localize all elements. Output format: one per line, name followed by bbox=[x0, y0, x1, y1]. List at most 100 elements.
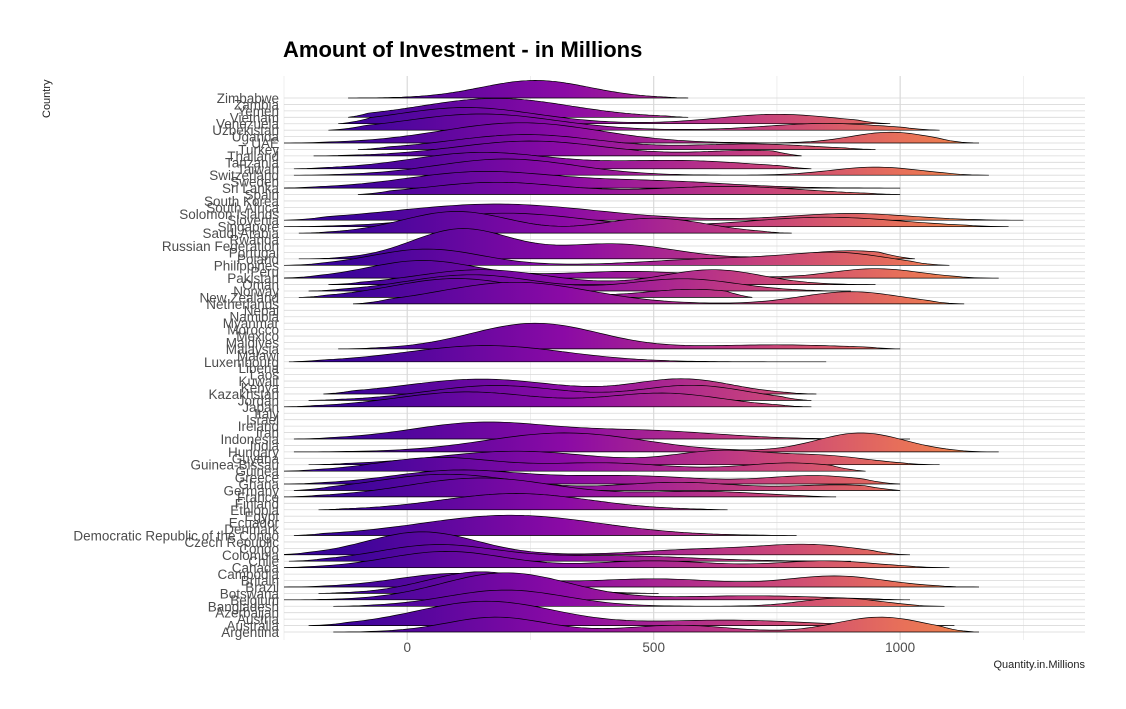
y-tick-label: Greece bbox=[235, 471, 279, 486]
ridge bbox=[293, 514, 797, 536]
y-tick-label: Mexico bbox=[236, 329, 279, 344]
y-tick-label: Guyana bbox=[232, 451, 280, 466]
y-tick-label: Finland bbox=[235, 496, 279, 511]
y-tick-label: Myanmar bbox=[223, 316, 280, 331]
ridge bbox=[284, 551, 950, 569]
y-tick-label: Jordan bbox=[238, 393, 279, 408]
y-tick-label: Democratic Republic of the Congo bbox=[73, 528, 279, 543]
y-tick-label: Switzerland bbox=[209, 168, 279, 183]
y-tick-label: Ethiopia bbox=[230, 503, 279, 518]
y-tick-label: Uganda bbox=[232, 130, 280, 145]
y-tick-label: Malawi bbox=[237, 348, 279, 363]
ridge bbox=[284, 457, 866, 472]
y-tick-label: Zimbabwe bbox=[217, 91, 279, 106]
y-tick-label: Netherlands bbox=[206, 297, 279, 312]
y-tick-label: Iran bbox=[256, 426, 279, 441]
y-tick-label: Venezuela bbox=[216, 117, 280, 132]
y-tick-label: Belgium bbox=[230, 593, 279, 608]
y-tick-label: Britain bbox=[241, 574, 279, 589]
y-tick-label: Germany bbox=[223, 483, 279, 498]
y-tick-label: Hungary bbox=[228, 445, 279, 460]
y-tick-label: Thailand bbox=[227, 149, 279, 164]
ridge bbox=[288, 345, 827, 363]
x-tick-label: 0 bbox=[403, 640, 411, 655]
y-tick-label: Kuwait bbox=[238, 374, 279, 389]
ridge bbox=[348, 80, 689, 99]
y-tick-label: Indonesia bbox=[220, 432, 279, 447]
y-tick-label: Australia bbox=[226, 619, 279, 634]
ridge bbox=[284, 391, 812, 408]
y-tick-label: South Africa bbox=[206, 200, 279, 215]
y-tick-label: Pakistan bbox=[227, 271, 279, 286]
x-axis-title: Quantity.in.Millions bbox=[994, 659, 1086, 671]
y-tick-label: Italy bbox=[254, 406, 279, 421]
y-tick-label: Guinea-Bissau bbox=[190, 458, 279, 473]
y-tick-label: France bbox=[237, 490, 279, 505]
y-tick-label: Congo bbox=[239, 541, 279, 556]
y-tick-label: Taiwan bbox=[237, 162, 279, 177]
y-tick-label: Namibia bbox=[229, 310, 279, 325]
y-tick-label: Chile bbox=[248, 554, 279, 569]
ridge bbox=[352, 281, 965, 305]
y-tick-label: Turkey bbox=[238, 142, 279, 157]
chart-title: Amount of Investment - in Millions bbox=[283, 37, 642, 62]
ridge bbox=[298, 211, 792, 234]
y-tick-label: Yemen bbox=[237, 104, 279, 119]
y-axis-title: Country bbox=[41, 79, 53, 118]
y-tick-label: Liberia bbox=[238, 361, 279, 376]
ridge bbox=[293, 432, 999, 453]
ridges bbox=[284, 80, 1024, 633]
y-tick-label: Laos bbox=[250, 368, 280, 383]
y-tick-label: UAE bbox=[251, 136, 279, 151]
y-tick-label: Zambia bbox=[234, 97, 280, 112]
y-tick-label: Luxembourg bbox=[204, 355, 279, 370]
y-tick-label: Oman bbox=[242, 278, 279, 293]
y-tick-label: Vietnam bbox=[230, 110, 279, 125]
y-tick-label: Poland bbox=[237, 252, 279, 267]
y-tick-label: Azerbaijan bbox=[215, 606, 279, 621]
y-tick-label: South Korea bbox=[204, 194, 280, 209]
y-tick-label: Russian Federation bbox=[162, 239, 279, 254]
y-tick-label: Saudi Arabia bbox=[202, 226, 279, 241]
y-tick-label: Egypt bbox=[244, 509, 279, 524]
y-tick-label: India bbox=[250, 438, 280, 453]
y-tick-label: Uzbekistan bbox=[212, 123, 279, 138]
y-tick-label: Colombia bbox=[222, 548, 280, 563]
y-tick-label: Czech Republic bbox=[184, 535, 279, 550]
y-tick-label: Canada bbox=[232, 561, 280, 576]
y-tick-label: Portugal bbox=[229, 245, 279, 260]
y-tick-label: Ecuador bbox=[229, 516, 280, 531]
y-tick-label: Denmark bbox=[224, 522, 279, 537]
y-tick-label: Philippines bbox=[214, 258, 280, 273]
y-tick-label: Singapore bbox=[217, 220, 279, 235]
ridge bbox=[284, 248, 950, 266]
y-tick-label: Tanzania bbox=[225, 155, 280, 170]
y-tick-label: Cambodia bbox=[217, 567, 279, 582]
y-tick-label: Botswana bbox=[220, 586, 280, 601]
y-tick-label: Kenya bbox=[241, 381, 280, 396]
ridge bbox=[313, 140, 802, 157]
x-tick-label: 1000 bbox=[885, 640, 915, 655]
y-tick-label: New Zealand bbox=[199, 290, 279, 305]
y-tick-label: Rwanda bbox=[229, 233, 279, 248]
y-tick-label: Sweden bbox=[230, 175, 279, 190]
y-tick-label: Brazil bbox=[245, 580, 279, 595]
y-tick-label: Kazakhstan bbox=[208, 387, 279, 402]
ridge bbox=[293, 158, 989, 176]
y-tick-label: Austria bbox=[237, 612, 280, 627]
x-tick-label: 500 bbox=[642, 640, 665, 655]
y-tick-label: Japan bbox=[242, 400, 279, 415]
ridge bbox=[357, 181, 901, 195]
x-axis-ticks: 0 500 1000 bbox=[403, 640, 915, 655]
ridge bbox=[338, 322, 901, 350]
ridge bbox=[333, 616, 980, 633]
ridge bbox=[284, 572, 980, 588]
ridge bbox=[284, 572, 910, 601]
y-tick-label: Malaysia bbox=[226, 342, 280, 357]
ridge bbox=[284, 122, 980, 144]
y-tick-label: Argentina bbox=[221, 625, 279, 640]
ridge bbox=[284, 171, 901, 189]
y-tick-label: Maldives bbox=[226, 335, 280, 350]
ridge bbox=[318, 493, 728, 511]
